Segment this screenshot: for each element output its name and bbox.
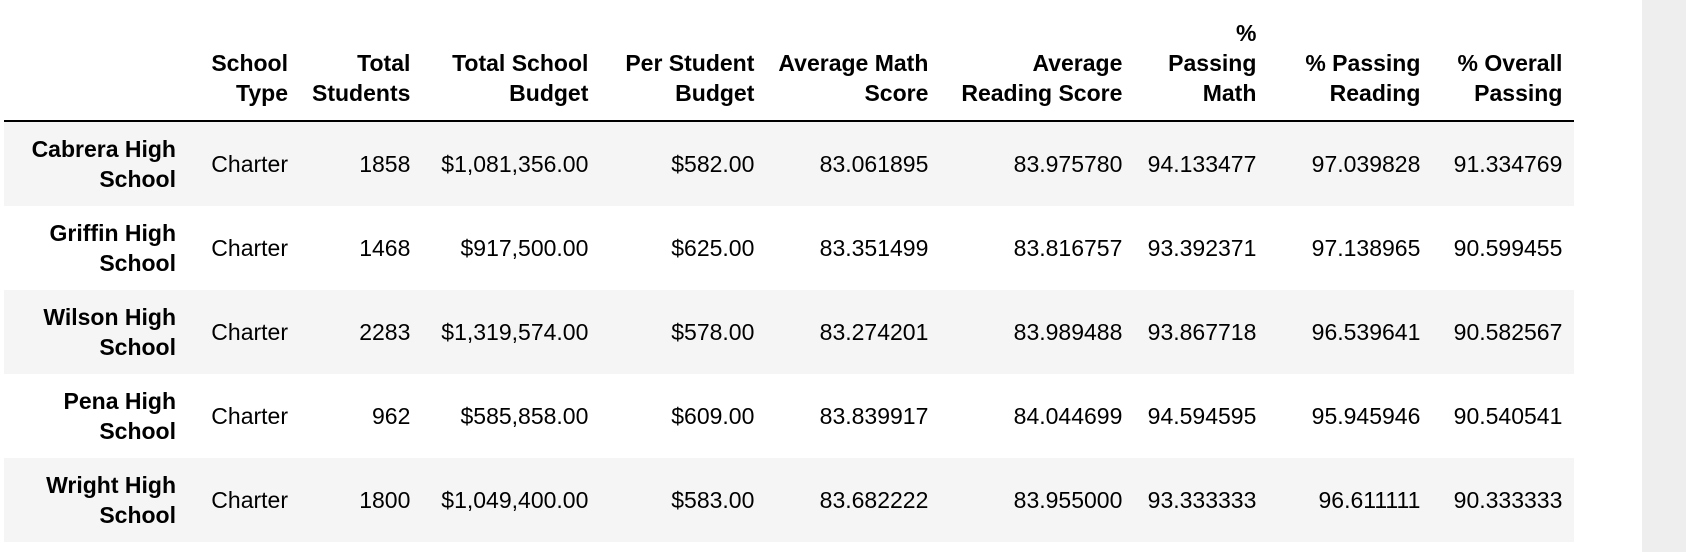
school-type-cell: Charter [211, 151, 288, 177]
average-reading-cell: 83.955000 [1013, 487, 1123, 513]
per-student-budget-header: Per Student Budget [600, 10, 767, 122]
average-math-header: Average Math Score [766, 10, 941, 122]
table-row: Wright High School Charter 1800 $1,049,4… [4, 458, 1575, 542]
overall-passing-cell: 91.334769 [1453, 151, 1563, 177]
overall-passing-cell: 90.333333 [1453, 487, 1563, 513]
passing-reading-cell: 95.945946 [1311, 403, 1421, 429]
average-reading-cell: 83.989488 [1013, 319, 1123, 345]
total-students-cell: 2283 [359, 319, 411, 345]
per-student-budget-cell: $578.00 [671, 319, 755, 345]
average-math-cell: 83.061895 [819, 151, 929, 177]
passing-math-cell: 93.867718 [1147, 319, 1257, 345]
passing-reading-cell: 96.611111 [1318, 487, 1421, 513]
school-type-cell: Charter [211, 235, 288, 261]
average-math-cell: 83.351499 [819, 235, 929, 261]
total-students-cell: 1800 [359, 487, 411, 513]
school-type-header: School Type [188, 10, 300, 122]
school-name: Pena High School [63, 388, 176, 444]
passing-math-cell: 94.594595 [1147, 403, 1257, 429]
per-student-budget-cell: $583.00 [671, 487, 755, 513]
header-row: School Type Total Students Total School … [4, 10, 1575, 122]
school-name: Cabrera High School [31, 136, 176, 192]
overall-passing-header: % Overall Passing [1432, 10, 1575, 122]
total-budget-cell: $1,081,356.00 [441, 151, 589, 177]
average-reading-cell: 84.044699 [1013, 403, 1123, 429]
average-reading-header: Average Reading Score [940, 10, 1135, 122]
average-reading-cell: 83.816757 [1013, 235, 1123, 261]
passing-math-cell: 94.133477 [1147, 151, 1257, 177]
total-students-header: Total Students [300, 10, 423, 122]
passing-math-cell: 93.333333 [1147, 487, 1257, 513]
scrollbar-track[interactable] [1642, 0, 1686, 552]
table-row: Wilson High School Charter 2283 $1,319,5… [4, 290, 1575, 374]
total-budget-header: Total School Budget [422, 10, 601, 122]
per-student-budget-cell: $609.00 [671, 403, 755, 429]
passing-reading-cell: 97.138965 [1311, 235, 1421, 261]
per-student-budget-cell: $582.00 [671, 151, 755, 177]
school-type-cell: Charter [211, 487, 288, 513]
total-budget-cell: $1,049,400.00 [441, 487, 589, 513]
school-type-cell: Charter [211, 319, 288, 345]
passing-reading-cell: 97.039828 [1311, 151, 1421, 177]
total-budget-cell: $585,858.00 [460, 403, 589, 429]
overall-passing-cell: 90.540541 [1453, 403, 1563, 429]
average-math-cell: 83.682222 [819, 487, 929, 513]
index-header [4, 10, 188, 122]
overall-passing-cell: 90.599455 [1453, 235, 1563, 261]
passing-math-header: % Passing Math [1134, 10, 1269, 122]
passing-reading-header: % Passing Reading [1268, 10, 1433, 122]
dataframe-table: School Type Total Students Total School … [4, 10, 1575, 542]
total-budget-cell: $917,500.00 [460, 235, 589, 261]
average-math-cell: 83.274201 [819, 319, 929, 345]
overall-passing-cell: 90.582567 [1453, 319, 1563, 345]
school-name: Wright High School [46, 472, 176, 528]
table-row: Pena High School Charter 962 $585,858.00… [4, 374, 1575, 458]
table-body: Cabrera High School Charter 1858 $1,081,… [4, 121, 1575, 542]
school-type-cell: Charter [211, 403, 288, 429]
total-students-cell: 962 [372, 403, 411, 429]
table-row: Cabrera High School Charter 1858 $1,081,… [4, 121, 1575, 206]
total-budget-cell: $1,319,574.00 [441, 319, 589, 345]
school-name: Wilson High School [43, 304, 176, 360]
passing-reading-cell: 96.539641 [1311, 319, 1421, 345]
average-math-cell: 83.839917 [819, 403, 929, 429]
school-name: Griffin High School [49, 220, 176, 276]
total-students-cell: 1858 [359, 151, 411, 177]
table-header: School Type Total Students Total School … [4, 10, 1575, 122]
table-row: Griffin High School Charter 1468 $917,50… [4, 206, 1575, 290]
passing-math-cell: 93.392371 [1147, 235, 1257, 261]
average-reading-cell: 83.975780 [1013, 151, 1123, 177]
total-students-cell: 1468 [359, 235, 411, 261]
per-student-budget-cell: $625.00 [671, 235, 755, 261]
